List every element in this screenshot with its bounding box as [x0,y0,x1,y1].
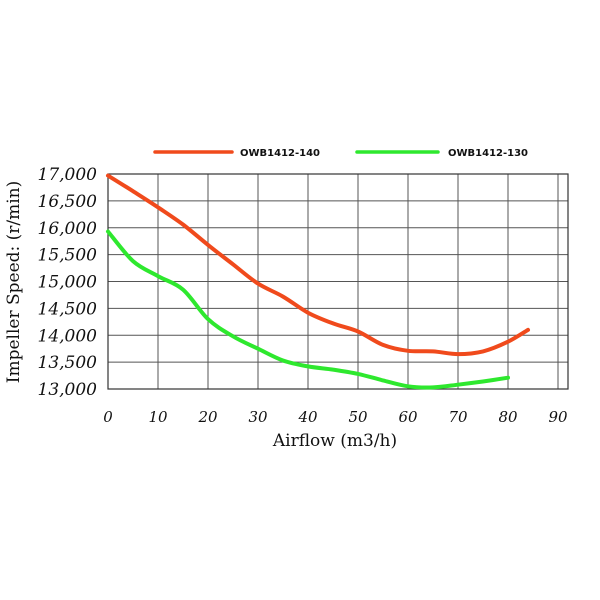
x-tick-label: 10 [148,408,168,426]
x-axis-label: Airflow (m3/h) [272,431,397,451]
y-axis-label: Impeller Speed: (r/min) [4,181,24,384]
y-tick-label: 17,000 [38,165,98,185]
legend-label-1: OWB1412-140 [240,148,320,159]
x-tick-label: 70 [448,408,468,426]
y-tick-labels: 13,000 13,500 14,000 14,500 15,000 15,500 16,0… [38,165,98,400]
y-tick-label: 13,000 [38,380,98,400]
x-tick-label: 80 [498,408,518,426]
x-tick-label: 20 [197,408,218,426]
series-line-1 [106,173,530,357]
x-tick-label: 30 [248,408,268,426]
x-tick-label: 60 [398,408,418,426]
y-tick-label: 13,500 [38,353,98,373]
y-tick-label: 14,500 [38,299,98,319]
y-tick-label: 16,500 [38,192,98,212]
x-tick-label: 50 [348,408,368,426]
legend-label-2: OWB1412-130 [448,148,528,159]
y-tick-label: 16,000 [38,219,98,239]
y-tick-label: 14,000 [38,326,98,346]
y-tick-label: 15,000 [38,273,98,293]
y-tick-label: 15,500 [38,246,98,266]
plot-frame [107,173,569,390]
x-tick-label: 90 [548,408,568,426]
x-tick-labels: 0 10 20 30 40 50 60 70 80 90 [103,408,568,426]
x-tick-label: 40 [297,408,318,426]
x-tick-label: 0 [103,408,113,426]
plot-border [107,173,569,390]
legend: OWB1412-140 OWB1412-130 [153,148,528,159]
grid-lines [108,174,568,389]
series-line-2 [106,229,510,390]
series-lines [106,173,530,390]
